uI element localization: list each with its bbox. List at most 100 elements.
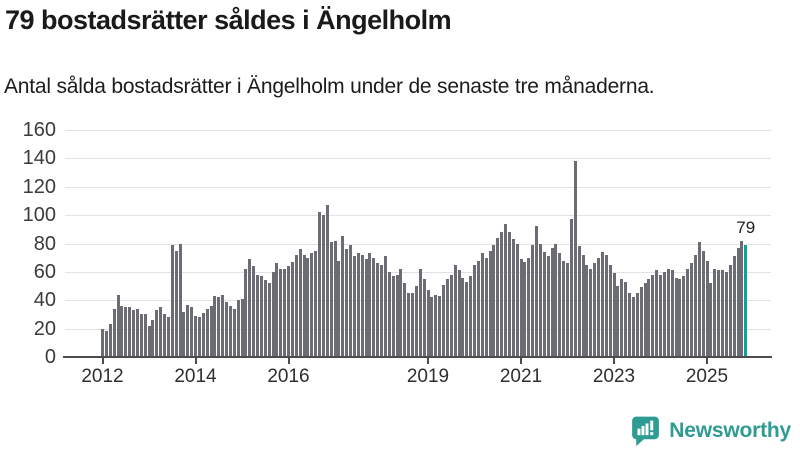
bar [701, 250, 705, 357]
bar [209, 305, 213, 357]
bar [597, 257, 600, 357]
bar [349, 244, 352, 357]
bar [569, 219, 573, 357]
bar [418, 269, 422, 357]
y-axis-tick-label: 0 [44, 346, 56, 368]
bar [453, 264, 457, 357]
bar [205, 308, 209, 357]
bar [523, 261, 527, 357]
bar [631, 297, 635, 357]
bar [143, 314, 147, 357]
bar [717, 270, 721, 357]
bar [511, 239, 515, 357]
bar [391, 276, 395, 357]
bar [659, 274, 662, 357]
bar [321, 215, 325, 357]
bar [577, 246, 581, 357]
bar [686, 269, 690, 357]
bar [573, 161, 577, 357]
bar [690, 263, 693, 357]
bar [372, 257, 376, 357]
bar [166, 317, 170, 357]
bar [542, 252, 546, 357]
bar [256, 274, 259, 357]
bar [244, 269, 248, 357]
bar [283, 269, 287, 357]
chart-subtitle: Antal sålda bostadsrätter i Ängelholm un… [4, 75, 655, 98]
gridline [65, 158, 771, 160]
bar [128, 307, 132, 357]
newsworthy-brand: Newsworthy [629, 414, 791, 447]
x-axis-tick [706, 358, 708, 364]
gridline [65, 130, 771, 131]
bar [368, 253, 372, 357]
bar [174, 250, 178, 357]
bar [252, 266, 256, 357]
bar [670, 270, 674, 357]
bar [620, 278, 624, 357]
bar [228, 305, 232, 357]
bar [201, 313, 205, 357]
bar [306, 257, 310, 357]
bar [624, 281, 628, 357]
bar [457, 270, 461, 357]
bar [314, 250, 318, 357]
bar [473, 264, 476, 357]
bar [170, 244, 174, 357]
bar [709, 283, 713, 357]
bar [585, 264, 589, 357]
bar [182, 311, 186, 357]
bar [194, 315, 197, 357]
bar [225, 301, 228, 357]
bar [480, 253, 484, 357]
bar [538, 243, 542, 357]
bar [531, 244, 535, 357]
bar [693, 254, 697, 357]
highlight-value-label: 79 [736, 217, 756, 237]
newsworthy-logo-icon [632, 416, 660, 446]
bar [488, 250, 492, 357]
x-axis-tick-label: 2016 [267, 366, 310, 387]
brand-name: Newsworthy [669, 418, 791, 442]
bar [732, 256, 736, 357]
bar [546, 256, 550, 357]
bar [120, 305, 124, 357]
bar [469, 276, 473, 357]
bar [422, 278, 426, 357]
bar [178, 243, 182, 357]
bar [736, 247, 740, 357]
bar [628, 293, 631, 357]
bar [496, 237, 500, 357]
bar [674, 277, 678, 357]
x-axis-tick [613, 358, 615, 364]
bar [333, 240, 337, 357]
bar [310, 253, 314, 357]
bar [504, 223, 507, 357]
x-axis-tick [520, 358, 522, 364]
bar [259, 276, 263, 357]
plot-area [65, 130, 771, 357]
bar [713, 269, 717, 357]
bar [647, 278, 651, 357]
x-axis-tick [101, 358, 104, 364]
x-axis-tick-label: 2014 [174, 366, 217, 387]
x-axis-tick-label: 2023 [592, 366, 636, 387]
bar [240, 298, 244, 357]
bar [271, 271, 275, 357]
bar [643, 283, 647, 357]
bar [139, 314, 143, 357]
bar [721, 270, 724, 357]
bar [476, 260, 480, 357]
x-axis-tick-label: 2012 [81, 366, 124, 387]
bar [608, 264, 612, 357]
bar [740, 240, 744, 357]
x-axis-line [63, 356, 772, 358]
bar [403, 283, 407, 357]
bar [356, 253, 360, 357]
bar [329, 242, 333, 357]
bar [302, 254, 306, 357]
gridline [65, 271, 771, 273]
bar [600, 252, 604, 357]
bar [360, 254, 364, 357]
